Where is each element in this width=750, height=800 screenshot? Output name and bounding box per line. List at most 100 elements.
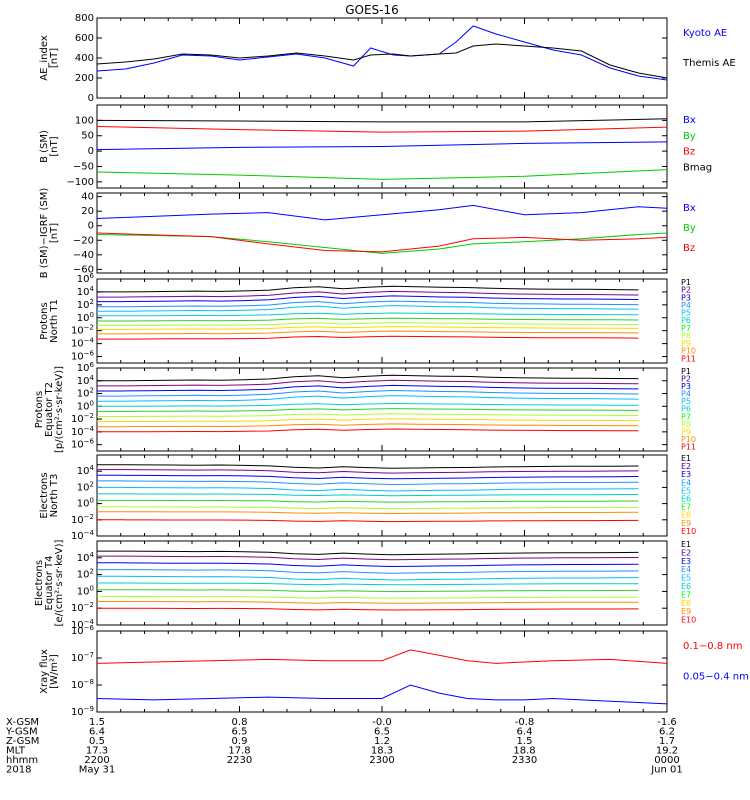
y-tick-exponent: −2 — [84, 412, 94, 420]
y-tick-label: 10−4 — [71, 337, 95, 350]
y-axis-label: Protons — [34, 391, 45, 428]
y-tick-exponent: 0 — [90, 584, 94, 592]
series-label: E3 — [681, 557, 691, 566]
footer-value: 6.4 — [89, 727, 105, 738]
series-line — [97, 474, 639, 480]
series-line — [97, 464, 639, 469]
series-label: E5 — [681, 574, 691, 583]
series-line — [97, 562, 639, 568]
y-tick-exponent: −2 — [84, 324, 94, 332]
y-tick-label: −60 — [73, 264, 94, 275]
series-line — [97, 326, 639, 330]
y-tick-exponent: −2 — [84, 601, 94, 609]
y-axis-label: Protons — [39, 302, 50, 339]
series-label: P2 — [681, 286, 691, 295]
y-axis-label: [nT] — [49, 136, 60, 156]
footer-value: 6.5 — [232, 727, 248, 738]
y-axis-label: [nT] — [49, 48, 60, 68]
series-line — [96, 118, 668, 123]
y-tick-label: 106 — [77, 272, 95, 285]
y-tick-label: 100 — [77, 584, 94, 597]
series-label: E2 — [681, 462, 691, 471]
y-tick-label: 50 — [81, 131, 94, 142]
y-tick-exponent: −4 — [84, 337, 95, 345]
y-axis-label: [e/(cm²·s·sr·keV)] — [54, 539, 65, 626]
series-line — [97, 493, 639, 497]
series-line — [96, 649, 668, 664]
y-tick-label: 10−4 — [71, 425, 95, 438]
y-tick-label: 100 — [75, 115, 94, 126]
y-tick-label: 104 — [77, 285, 95, 298]
series-line — [97, 285, 639, 293]
series-label: E1 — [681, 540, 691, 549]
footer-value: 1.7 — [659, 736, 675, 747]
series-line — [97, 569, 639, 574]
series-label: Bx — [683, 203, 696, 214]
series-label: P10 — [681, 347, 696, 356]
y-tick-exponent: 4 — [90, 374, 95, 382]
y-tick-exponent: 4 — [90, 285, 95, 293]
series-label: E6 — [681, 582, 691, 591]
series-line — [97, 499, 639, 503]
series-label: P4 — [681, 301, 691, 310]
series-line — [97, 322, 639, 326]
series-label: Themis AE — [682, 58, 736, 69]
series-label: E4 — [681, 565, 691, 574]
footer-row-label: MLT — [6, 746, 26, 757]
footer-value: 19.2 — [656, 746, 678, 757]
footer-value: 0.8 — [232, 717, 248, 728]
y-tick-label: 100 — [77, 311, 94, 324]
footer-row-label: X-GSM — [6, 717, 39, 728]
y-tick-label: −20 — [73, 235, 94, 246]
footer-row-label: Z-GSM — [6, 736, 39, 747]
series-label: P1 — [681, 278, 691, 287]
series-label: Bx — [683, 115, 696, 126]
series-line — [97, 480, 639, 486]
y-axis-label: Xray flux — [39, 649, 50, 694]
series-line — [96, 684, 668, 705]
series-label: E3 — [681, 470, 691, 479]
y-tick-exponent: 4 — [90, 551, 95, 559]
series-label: P3 — [681, 293, 691, 302]
series-label: E2 — [681, 548, 691, 557]
series-label: P5 — [681, 397, 691, 406]
series-line — [97, 506, 639, 510]
panel-frame — [96, 192, 668, 274]
y-tick-label: 40 — [81, 192, 94, 203]
series-label: E5 — [681, 486, 691, 495]
y-tick-label: 10−4 — [71, 529, 95, 542]
y-axis-label: Equator T2 — [44, 382, 55, 437]
y-tick-exponent: −4 — [84, 425, 95, 433]
series-label: E8 — [681, 599, 691, 608]
y-tick-exponent: −4 — [84, 618, 95, 626]
series-line — [97, 384, 639, 392]
y-tick-label: 10−6 — [71, 438, 95, 451]
series-label: E7 — [681, 503, 691, 512]
series-label: P2 — [681, 375, 691, 384]
series-line — [97, 295, 639, 303]
y-tick-label: 102 — [77, 298, 94, 311]
series-line — [97, 408, 639, 412]
y-axis-label: North T3 — [49, 474, 60, 518]
y-tick-label: 0 — [88, 146, 94, 157]
panel-3: B (SM)−IGRF (SM) [nT] −60 −40 −20 0 20 40 Bx By Bz — [39, 188, 696, 279]
series-label: P4 — [681, 390, 691, 399]
panel-7: Electrons Equator T4 [e/(cm²·s·sr·keV)] 10−… — [34, 539, 696, 631]
series-line — [97, 418, 639, 423]
footer-value: 17.3 — [86, 746, 108, 757]
y-tick-exponent: 6 — [90, 361, 95, 369]
series-label: Bmag — [683, 162, 712, 173]
series-label: E8 — [681, 511, 691, 520]
series-line — [97, 305, 639, 312]
y-tick-exponent: 4 — [90, 464, 95, 472]
y-tick-label: 400 — [75, 53, 94, 64]
y-tick-label: 104 — [77, 551, 95, 564]
series-label: P11 — [681, 354, 696, 363]
y-tick-label: 10−8 — [71, 678, 94, 691]
series-label: P3 — [681, 382, 691, 391]
series-line — [97, 555, 639, 561]
y-tick-label: 10−7 — [71, 651, 94, 664]
y-tick-label: 200 — [75, 73, 94, 84]
y-axis-label: [p/(cm²·s·sr·keV)] — [54, 366, 65, 453]
